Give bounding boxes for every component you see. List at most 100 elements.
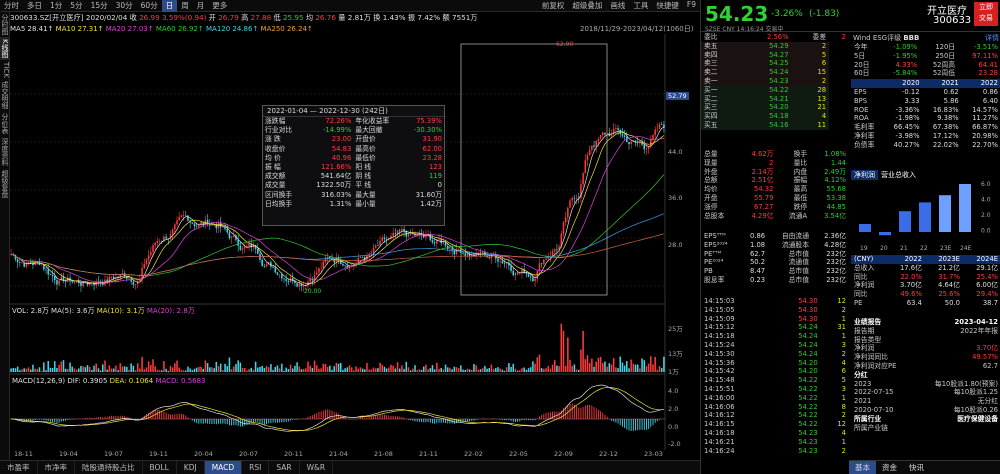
buy-row-cell: 买四 <box>704 112 718 121</box>
indicator-tab[interactable]: 市盈率 <box>0 461 38 474</box>
indicator-tab[interactable]: RSI <box>242 461 270 474</box>
volume-bar <box>346 367 349 372</box>
profit-tab[interactable]: 营业总收入 <box>881 171 916 179</box>
left-tab[interactable]: TICK <box>2 61 10 78</box>
candle-body <box>62 276 65 281</box>
stat-row-cell: 涨停 <box>704 202 718 211</box>
indicator-tab[interactable]: KDJ <box>177 461 205 474</box>
candle-body <box>25 262 28 267</box>
esg-row-cell: -3.51% <box>973 43 998 51</box>
candle-body <box>547 256 549 259</box>
weibi-row-cell: 2 <box>841 33 846 41</box>
fin-row-cell: 22.70% <box>972 140 998 149</box>
volume-bar <box>584 359 587 372</box>
candle-body <box>477 252 480 254</box>
period-tab[interactable]: 多日 <box>27 0 42 10</box>
right-tab[interactable]: 基本 <box>849 461 876 474</box>
toolbar-right: 前复权 超级叠加 画线 工具 快捷键 F9 <box>538 0 700 11</box>
right-tab[interactable]: 快讯 <box>909 463 924 472</box>
val-row-cell: 0.23 <box>749 275 766 284</box>
indicator-tab[interactable]: 陆股通持股占比 <box>75 461 143 474</box>
candle-body <box>150 251 152 256</box>
candle-body <box>440 238 442 244</box>
kline-chart[interactable] <box>10 34 700 460</box>
candle-body <box>453 250 456 255</box>
right-tab[interactable]: 资金 <box>882 463 897 472</box>
popup-cell: 涨跌幅 <box>265 117 286 125</box>
fin-row-cell: 3.33 <box>904 96 920 105</box>
candle-body <box>248 243 250 247</box>
tick-list[interactable]: 14:15:03 54.30 12 14:15:05 54.30 2 14:15:09 54.… <box>701 297 849 455</box>
popup-row: 振 幅 121.66% 阳 线 123 <box>263 163 444 172</box>
popup-cell: 31.90 <box>422 135 442 144</box>
toolbar-action[interactable]: 工具 <box>633 1 649 10</box>
candle-body <box>233 235 235 238</box>
toolbar-action[interactable]: 快捷键 <box>656 1 679 10</box>
period-tab[interactable]: 30分 <box>115 0 133 10</box>
profit-tab[interactable]: 净利润 <box>851 170 878 180</box>
popup-row: 日均换手 1.31% 最小量 1.42万 <box>263 200 444 209</box>
vol-axis-label: 1万 <box>668 368 679 376</box>
selection-box[interactable] <box>460 43 608 296</box>
volume-bar <box>449 367 451 372</box>
left-tab[interactable]: K线图 <box>0 37 10 60</box>
candle-body <box>532 277 534 282</box>
period-tab[interactable]: 1分 <box>50 0 63 10</box>
period-tab[interactable]: 更多 <box>212 0 228 10</box>
fin-row-cell: 66.45% <box>893 123 920 132</box>
left-tab[interactable]: 分时图 <box>1 14 9 35</box>
indicator-tab[interactable]: W&R <box>300 461 334 474</box>
period-tab[interactable]: 15分 <box>90 0 108 10</box>
fin-row: 负债率 40.27% 22.02% 22.70% <box>851 141 1000 150</box>
profit-bar <box>879 232 891 236</box>
candle-body <box>106 279 108 282</box>
stat-row-cell: 4.62万 <box>751 150 774 158</box>
toolbar-action[interactable]: 前复权 <box>541 1 565 10</box>
toolbar-action[interactable]: F9 <box>686 0 696 9</box>
volume-bar <box>126 366 128 372</box>
candle-body <box>442 242 445 244</box>
candle-body <box>390 235 392 239</box>
period-tab[interactable]: 60分 <box>140 0 158 10</box>
period-tab[interactable]: 月 <box>196 0 205 10</box>
fin-row: EPS -0.12 0.62 0.86 <box>851 88 1000 97</box>
candle-body <box>211 224 213 226</box>
left-tab[interactable]: 成交明细 <box>1 81 9 110</box>
volume-bar <box>302 368 305 372</box>
candle-body <box>80 282 82 287</box>
candle-body <box>619 130 622 135</box>
left-tab[interactable]: 分价表 <box>1 113 9 135</box>
toolbar-action[interactable]: 超级叠加 <box>572 1 603 10</box>
fin-row: BPS 3.33 5.86 6.40 <box>851 97 1000 106</box>
volume-bar <box>588 363 591 372</box>
volume-bar <box>235 364 237 372</box>
indicator-tab[interactable]: BOLL <box>143 461 177 474</box>
tick-row: 14:15:42 54.20 6 <box>701 367 849 376</box>
period-tab[interactable]: 周 <box>181 0 189 10</box>
candle-body <box>158 240 161 242</box>
range-stats-popup[interactable]: 2022-01-04 — 2022-12-30 (242日) 涨跌幅 72.26%… <box>262 105 445 226</box>
volume-bar <box>198 366 200 372</box>
toolbar-action[interactable]: 画线 <box>610 1 626 10</box>
left-tab[interactable]: 超级复盘 <box>1 170 9 199</box>
volume-bar <box>508 363 510 372</box>
volume-bar <box>499 368 501 372</box>
left-tab[interactable]: 深度资料 <box>1 138 9 167</box>
trade-button[interactable]: 立即 交易 <box>974 2 998 26</box>
volume-bar <box>385 368 388 372</box>
volume-bar <box>582 330 584 372</box>
indicator-tab[interactable]: SAR <box>269 461 300 474</box>
val-row-cell: EPS²⁰²⁴ <box>704 240 728 249</box>
esg-detail-link[interactable]: 详情 <box>985 34 999 42</box>
weibi-row-cell: 2.56% <box>766 33 789 41</box>
macd-axis-label: -2.0 <box>668 440 681 448</box>
report-row: 2021 无分红 <box>854 397 998 406</box>
indicator-tab[interactable]: 市净率 <box>38 461 75 474</box>
period-tab[interactable]: 5分 <box>70 0 83 10</box>
tick-row-cell: 2 <box>841 411 846 420</box>
period-tab[interactable]: 分时 <box>4 0 19 10</box>
candle-body <box>591 145 593 150</box>
indicator-tab[interactable]: MACD <box>204 461 243 474</box>
period-tab[interactable]: 日 <box>161 0 178 12</box>
volume-bar <box>464 369 466 372</box>
